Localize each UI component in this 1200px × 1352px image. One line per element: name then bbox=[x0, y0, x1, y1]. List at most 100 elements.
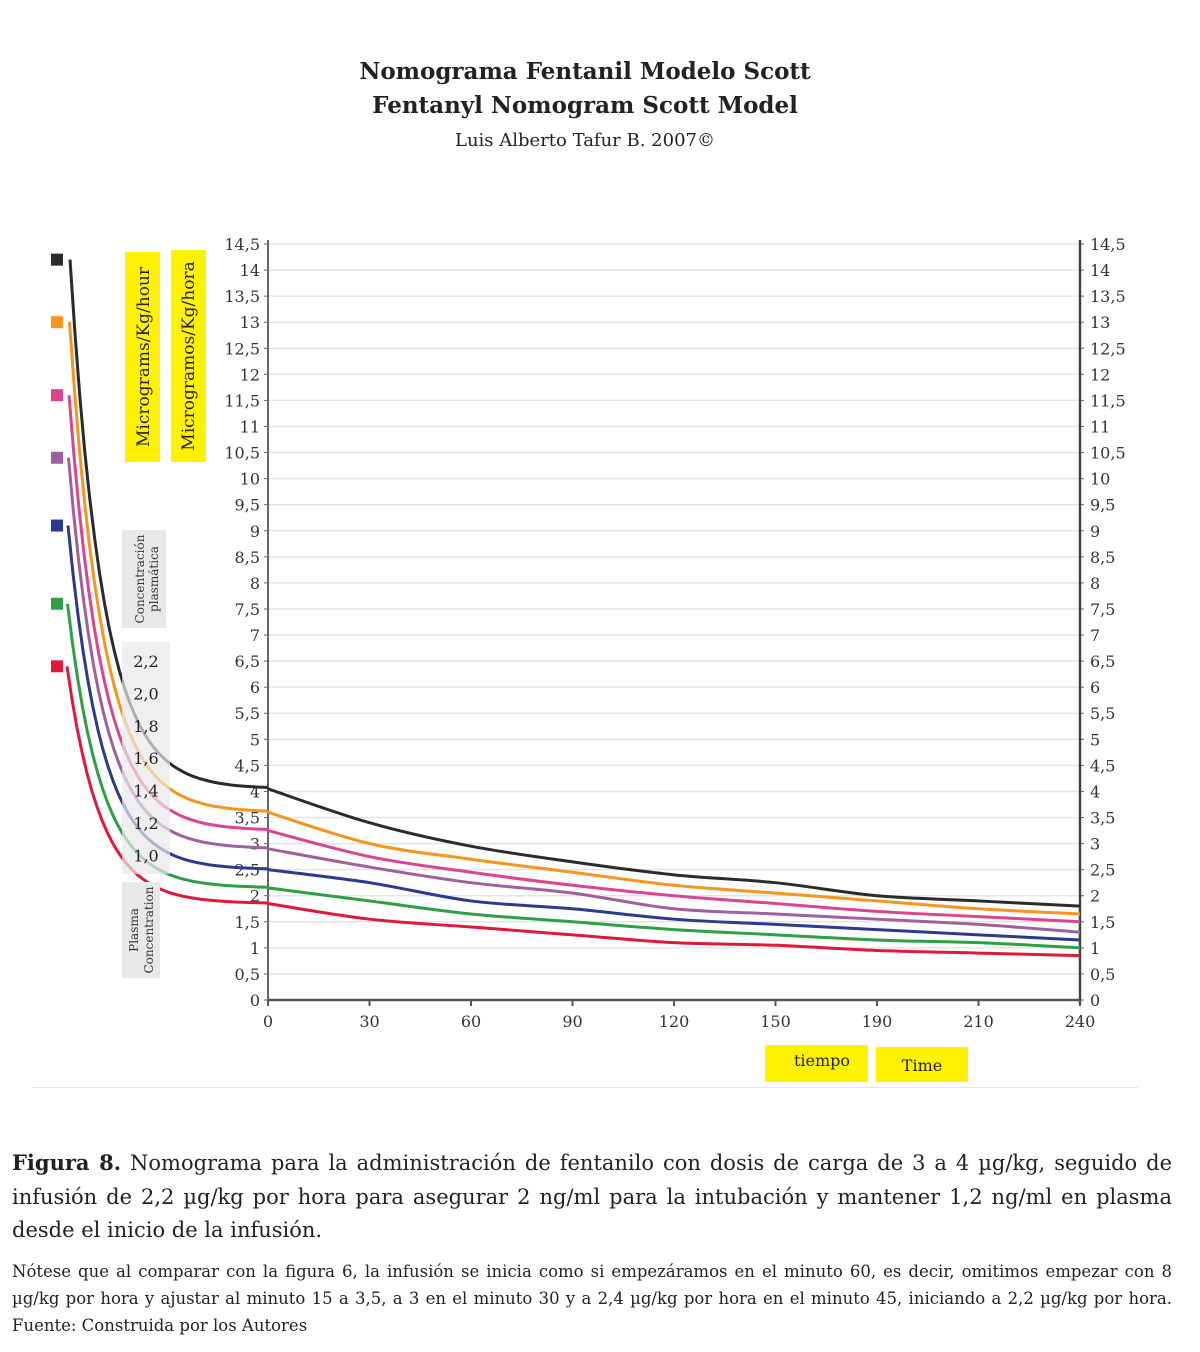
plasma-level-label: 1,2 bbox=[133, 814, 158, 833]
plasma-level-label: 1,0 bbox=[133, 846, 158, 865]
xlabel-es: tiempo bbox=[794, 1051, 850, 1070]
series-line bbox=[267, 847, 1081, 934]
y-tick-label-right: 12 bbox=[1090, 365, 1110, 384]
y-tick-label-right: 9 bbox=[1090, 522, 1100, 541]
y-tick-label-left: 13 bbox=[240, 313, 260, 332]
y-tick-label-left: 6,5 bbox=[235, 652, 260, 671]
y-tick-label-left: 13,5 bbox=[224, 287, 260, 306]
y-tick-label-left: 4,5 bbox=[235, 756, 260, 775]
plasma-levels-box bbox=[122, 642, 170, 874]
x-tick-label: 120 bbox=[659, 1012, 690, 1031]
plasma-level-label: 2,2 bbox=[133, 652, 158, 671]
chart-author: Luis Alberto Tafur B. 2007© bbox=[455, 130, 715, 151]
y-tick-label-right: 10,5 bbox=[1090, 444, 1126, 463]
y-tick-label-right: 9,5 bbox=[1090, 496, 1115, 515]
y-tick-label-left: 1,5 bbox=[235, 913, 260, 932]
plasma-label-es-box bbox=[122, 530, 166, 628]
plasma-label-es-line: plasmática bbox=[147, 546, 161, 612]
y-tick-label-left: 8 bbox=[250, 574, 260, 593]
x-tick-label: 0 bbox=[263, 1012, 273, 1031]
y-tick-label-right: 6 bbox=[1090, 678, 1100, 697]
y-tick-label-right: 4 bbox=[1090, 782, 1100, 801]
x-tick-label: 240 bbox=[1065, 1012, 1096, 1031]
y-tick-label-left: 0 bbox=[250, 991, 260, 1010]
y-tick-label-right: 4,5 bbox=[1090, 756, 1115, 775]
y-tick-label-right: 6,5 bbox=[1090, 652, 1115, 671]
y-tick-label-left: 8,5 bbox=[235, 548, 260, 567]
plasma-level-label: 2,0 bbox=[133, 684, 158, 703]
y-tick-label-right: 14 bbox=[1090, 261, 1110, 280]
x-tick-label: 30 bbox=[359, 1012, 379, 1031]
plasma-level-label: 1,4 bbox=[133, 782, 158, 801]
figure-note: Nótese que al comparar con la figura 6, … bbox=[12, 1262, 1172, 1335]
y-tick-label-left: 9 bbox=[250, 522, 260, 541]
y-tick-label-left: 11,5 bbox=[224, 391, 260, 410]
y-tick-label-right: 11,5 bbox=[1090, 391, 1126, 410]
y-tick-label-right: 7 bbox=[1090, 626, 1100, 645]
x-tick-label: 210 bbox=[963, 1012, 994, 1031]
legend-swatch bbox=[51, 597, 63, 610]
y-tick-label-right: 3,5 bbox=[1090, 809, 1115, 828]
xlabel-en: Time bbox=[902, 1056, 942, 1075]
caption-label: Figura 8. bbox=[12, 1150, 122, 1175]
y-tick-label-left: 3,5 bbox=[235, 809, 260, 828]
y-tick-label-left: 6 bbox=[250, 678, 260, 697]
y-tick-label-left: 11 bbox=[240, 417, 260, 436]
series-line bbox=[267, 787, 1081, 908]
y-tick-label-right: 8,5 bbox=[1090, 548, 1115, 567]
y-tick-label-left: 10 bbox=[240, 470, 260, 489]
y-tick-label-left: 0,5 bbox=[235, 965, 260, 984]
y-tick-label-right: 10 bbox=[1090, 470, 1110, 489]
y-tick-label-right: 13,5 bbox=[1090, 287, 1126, 306]
y-tick-label-left: 12,5 bbox=[224, 339, 260, 358]
ylabel-en-box bbox=[125, 252, 160, 462]
series-line bbox=[267, 902, 1081, 958]
y-tick-label-right: 2 bbox=[1090, 887, 1100, 906]
plasma-label-en-line: Concentration bbox=[142, 886, 156, 973]
series-line bbox=[267, 886, 1081, 950]
plasma-label-en-box bbox=[122, 882, 160, 978]
y-tick-label-left: 3 bbox=[250, 835, 260, 854]
y-tick-label-left: 14 bbox=[240, 261, 260, 280]
y-tick-label-right: 1,5 bbox=[1090, 913, 1115, 932]
y-tick-label-right: 5 bbox=[1090, 730, 1100, 749]
y-tick-label-left: 5,5 bbox=[235, 704, 260, 723]
chart-title-es: Nomograma Fentanil Modelo Scott bbox=[359, 58, 811, 85]
y-tick-label-right: 1 bbox=[1090, 939, 1100, 958]
chart-title-en: Fentanyl Nomogram Scott Model bbox=[372, 92, 798, 119]
y-tick-label-left: 2,5 bbox=[235, 861, 260, 880]
legend-swatch bbox=[51, 660, 63, 673]
series-line bbox=[267, 829, 1081, 924]
legend-swatch bbox=[51, 519, 63, 532]
xlabel-en-box bbox=[876, 1047, 968, 1082]
y-tick-label-right: 0,5 bbox=[1090, 965, 1115, 984]
caption-text: Nomograma para la administración de fent… bbox=[12, 1151, 1173, 1242]
plasma-level-label: 1,8 bbox=[133, 717, 158, 736]
y-tick-label-left: 7 bbox=[250, 626, 260, 645]
ylabel-en: Micrograms/Kg/hour bbox=[134, 266, 154, 447]
x-tick-label: 60 bbox=[461, 1012, 481, 1031]
legend-swatch bbox=[51, 451, 63, 464]
y-tick-label-right: 0 bbox=[1090, 991, 1100, 1010]
series-line bbox=[267, 868, 1081, 942]
ylabel-es: Microgramos/Kg/hora bbox=[179, 261, 199, 450]
xlabel-es-box bbox=[765, 1045, 868, 1082]
x-tick-label: 150 bbox=[760, 1012, 791, 1031]
y-tick-label-left: 4 bbox=[250, 782, 260, 801]
x-tick-label: 90 bbox=[562, 1012, 582, 1031]
nomogram-chart: 0 00,5 0,51 11,5 1,52 22,5 2,53 33,5 3,54 44,5 4,5… bbox=[51, 235, 1126, 1082]
y-tick-label-left: 10,5 bbox=[224, 444, 260, 463]
ylabel-es-box bbox=[171, 250, 206, 462]
plasma-label-es-line: Concentración bbox=[133, 534, 147, 623]
y-tick-label-right: 5,5 bbox=[1090, 704, 1115, 723]
legend-swatch bbox=[51, 316, 63, 329]
figure-caption: Figura 8. Nomograma para la administraci… bbox=[12, 1146, 1172, 1248]
y-tick-label-left: 1 bbox=[250, 939, 260, 958]
y-tick-label-left: 7,5 bbox=[235, 600, 260, 619]
x-tick-label: 190 bbox=[862, 1012, 893, 1031]
legend-swatch bbox=[51, 389, 63, 402]
y-tick-label-right: 3 bbox=[1090, 835, 1100, 854]
y-tick-label-right: 11 bbox=[1090, 417, 1110, 436]
y-tick-label-right: 7,5 bbox=[1090, 600, 1115, 619]
y-tick-label-left: 9,5 bbox=[235, 496, 260, 515]
